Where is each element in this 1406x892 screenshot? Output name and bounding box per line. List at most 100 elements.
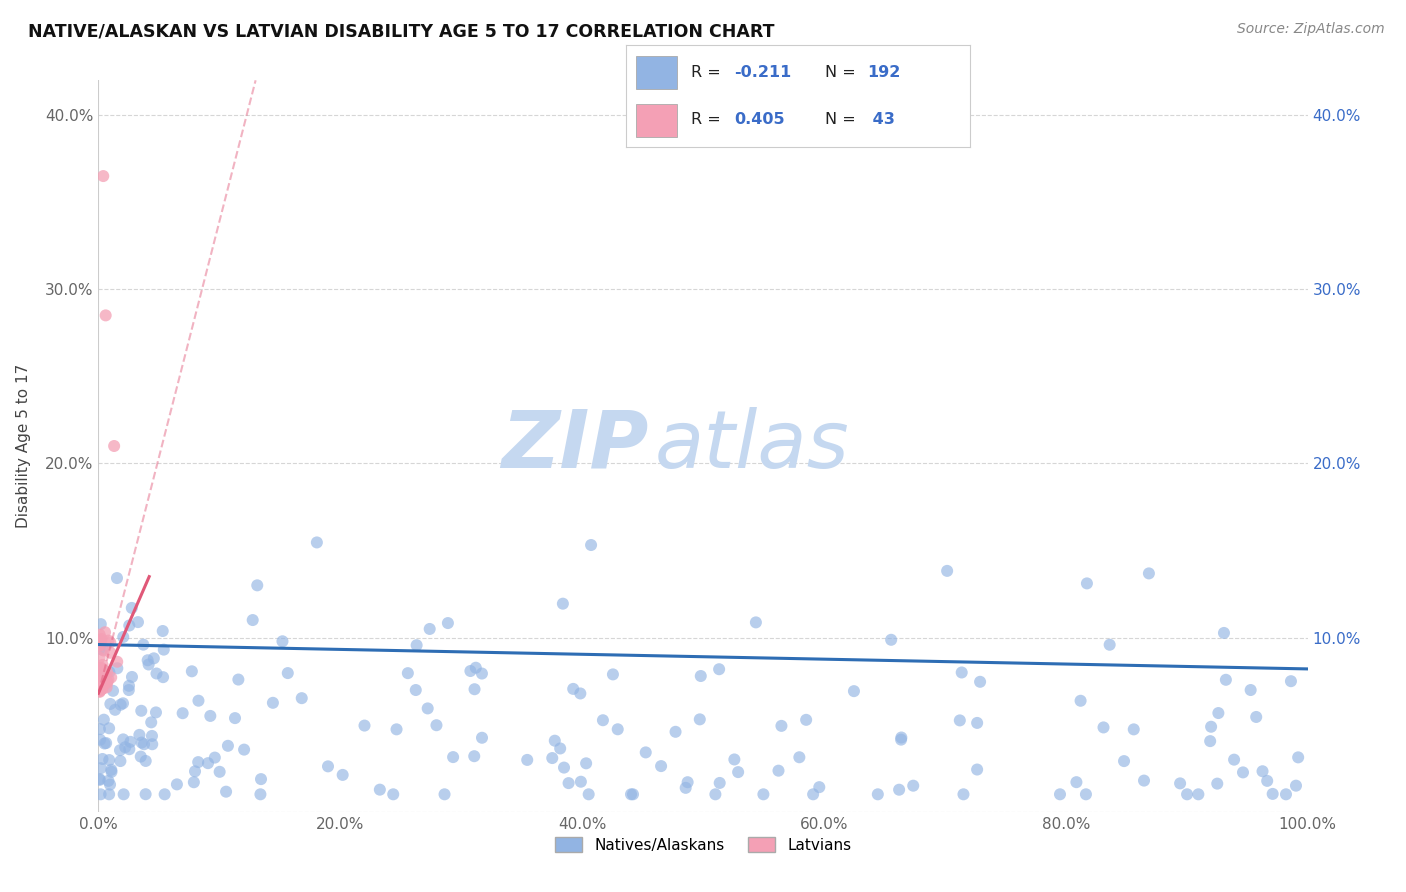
Point: [208, 764, 231, 779]
Point: [120, 735, 142, 749]
Point: [1215, 673, 1237, 687]
Point: [217, 739, 239, 753]
Point: [249, 787, 271, 801]
Point: [689, 669, 711, 683]
Point: [1049, 787, 1071, 801]
Point: [98, 787, 121, 801]
Point: [405, 638, 427, 652]
Point: [180, 665, 202, 679]
Point: [471, 666, 494, 681]
Bar: [636, 56, 678, 88]
Point: [949, 714, 972, 728]
Point: [166, 777, 188, 791]
Point: [676, 775, 699, 789]
Point: [121, 601, 143, 615]
Point: [101, 683, 124, 698]
Point: [112, 732, 135, 747]
Point: [89, 628, 111, 642]
Point: [952, 787, 974, 801]
Text: NATIVE/ALASKAN VS LATVIAN DISABILITY AGE 5 TO 17 CORRELATION CHART: NATIVE/ALASKAN VS LATVIAN DISABILITY AGE…: [28, 22, 775, 40]
Point: [89, 668, 111, 682]
Point: [153, 787, 176, 801]
Point: [789, 750, 811, 764]
Point: [770, 719, 793, 733]
Point: [1076, 576, 1098, 591]
Point: [723, 752, 745, 766]
Point: [382, 787, 405, 801]
Point: [141, 715, 163, 730]
Point: [91, 752, 114, 766]
Point: [152, 642, 174, 657]
Point: [745, 615, 768, 630]
Point: [89, 772, 111, 787]
Point: [172, 706, 194, 721]
Point: [89, 668, 111, 682]
Point: [111, 696, 134, 710]
Point: [1251, 764, 1274, 779]
Point: [936, 564, 959, 578]
Point: [291, 691, 314, 706]
Point: [1092, 720, 1115, 734]
Point: [96, 681, 118, 695]
Point: [634, 746, 657, 760]
Point: [98, 778, 121, 792]
Point: [90, 661, 112, 675]
Point: [419, 622, 441, 636]
Point: [187, 694, 209, 708]
Point: [396, 666, 419, 681]
Point: [353, 718, 375, 732]
Point: [385, 723, 408, 737]
Point: [112, 630, 135, 644]
Point: [129, 749, 152, 764]
Point: [98, 753, 121, 767]
Point: [463, 749, 485, 764]
Point: [128, 728, 150, 742]
Point: [132, 737, 155, 751]
Point: [89, 667, 111, 681]
Point: [138, 657, 160, 672]
Point: [709, 776, 731, 790]
Point: [569, 774, 592, 789]
Point: [548, 741, 571, 756]
Text: R =: R =: [692, 65, 725, 79]
Point: [903, 779, 925, 793]
Point: [136, 653, 159, 667]
Text: Source: ZipAtlas.com: Source: ZipAtlas.com: [1237, 22, 1385, 37]
Point: [460, 664, 482, 678]
Point: [250, 772, 273, 786]
Point: [108, 743, 131, 757]
Point: [592, 713, 614, 727]
Point: [233, 742, 256, 756]
Point: [97, 773, 120, 788]
Point: [553, 761, 575, 775]
Point: [200, 709, 222, 723]
Point: [1168, 776, 1191, 790]
Point: [105, 661, 128, 675]
Point: [464, 661, 486, 675]
Point: [471, 731, 494, 745]
Point: [620, 787, 643, 801]
Point: [97, 633, 120, 648]
Point: [118, 618, 141, 632]
Point: [1175, 787, 1198, 801]
Text: atlas: atlas: [655, 407, 849, 485]
Point: [94, 625, 117, 640]
Point: [887, 782, 910, 797]
Point: [224, 711, 246, 725]
Point: [204, 750, 226, 764]
Point: [707, 662, 730, 676]
Point: [89, 638, 111, 652]
Point: [332, 768, 354, 782]
Point: [114, 740, 136, 755]
Point: [425, 718, 447, 732]
Point: [242, 613, 264, 627]
Point: [89, 685, 111, 699]
Point: [94, 309, 117, 323]
Point: [90, 635, 112, 649]
Point: [98, 665, 121, 680]
Point: [90, 761, 112, 775]
Point: [96, 674, 118, 689]
Point: [575, 756, 598, 771]
Point: [91, 657, 114, 672]
Point: [89, 683, 111, 698]
